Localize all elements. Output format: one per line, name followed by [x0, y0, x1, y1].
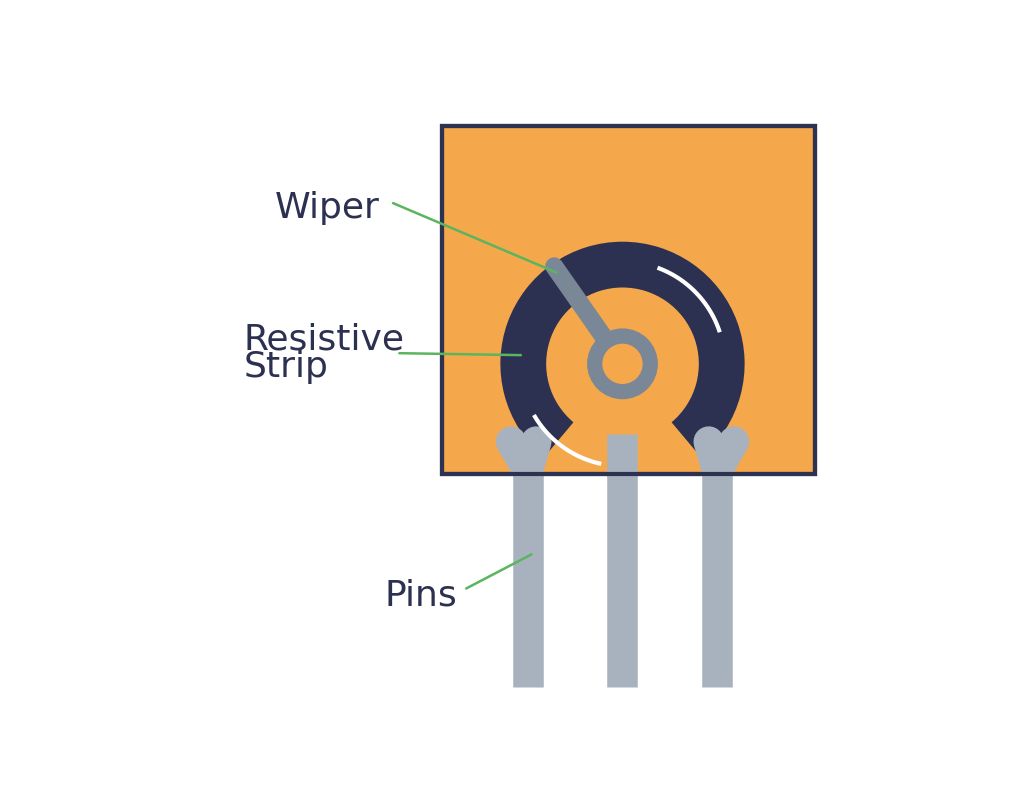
Polygon shape: [580, 464, 601, 485]
FancyBboxPatch shape: [442, 126, 815, 473]
Circle shape: [587, 328, 657, 399]
Circle shape: [602, 343, 643, 384]
Polygon shape: [706, 331, 721, 346]
Text: Wiper: Wiper: [274, 191, 379, 225]
Text: Strip: Strip: [244, 350, 329, 384]
Text: Resistive: Resistive: [244, 323, 404, 356]
Wedge shape: [501, 242, 744, 458]
Text: Pins: Pins: [384, 579, 457, 613]
